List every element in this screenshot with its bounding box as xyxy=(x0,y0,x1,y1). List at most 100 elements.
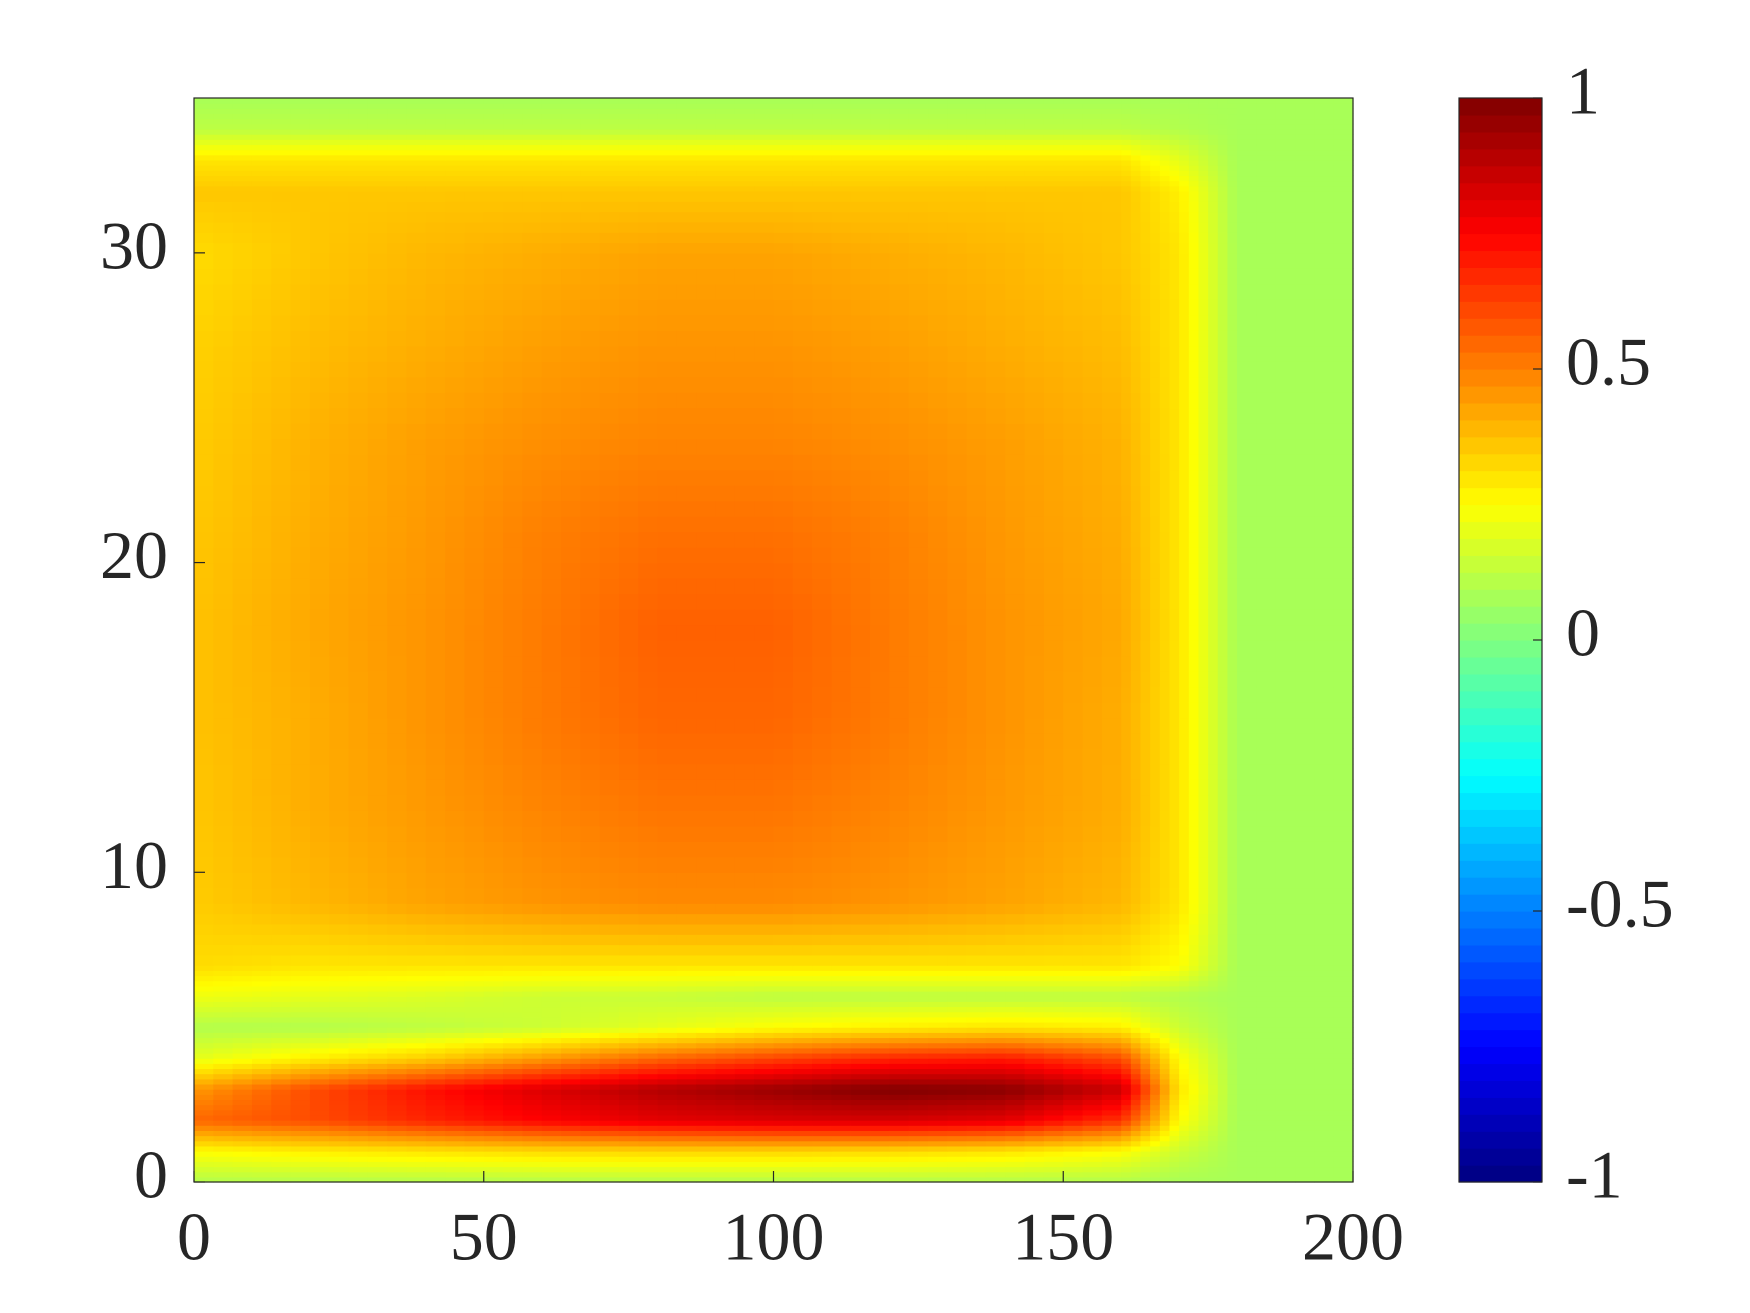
field-cell xyxy=(928,779,948,796)
field-cell xyxy=(812,1135,833,1142)
field-cell xyxy=(676,1145,697,1152)
field-cell xyxy=(213,944,234,956)
field-cell xyxy=(522,970,543,977)
field-cell xyxy=(483,670,504,688)
field-cell xyxy=(1217,655,1229,672)
field-cell xyxy=(1082,1125,1103,1131)
field-cell xyxy=(1130,985,1142,992)
field-cell xyxy=(947,438,968,455)
field-cell xyxy=(638,1089,659,1095)
field-cell xyxy=(773,701,794,719)
field-cell xyxy=(1227,1109,1238,1116)
field-cell xyxy=(580,970,601,977)
field-cell xyxy=(599,748,620,765)
field-cell xyxy=(1140,1176,1151,1183)
field-cell xyxy=(618,547,639,564)
field-cell xyxy=(1150,593,1161,610)
field-cell xyxy=(580,1063,601,1070)
field-cell xyxy=(232,887,253,904)
field-cell xyxy=(1188,856,1200,873)
field-cell xyxy=(232,1166,253,1173)
field-cell xyxy=(1256,609,1277,626)
field-cell xyxy=(1043,1109,1064,1116)
field-cell xyxy=(870,794,890,811)
field-cell xyxy=(734,1078,755,1085)
field-cell xyxy=(870,578,890,595)
field-cell xyxy=(271,655,292,672)
field-cell xyxy=(1005,1001,1026,1008)
field-cell xyxy=(618,1068,639,1075)
field-cell xyxy=(387,1078,408,1085)
field-cell xyxy=(715,872,736,889)
field-cell xyxy=(213,954,234,966)
field-cell xyxy=(1227,1073,1238,1080)
field-cell xyxy=(445,732,466,749)
field-cell xyxy=(445,825,466,842)
field-cell xyxy=(1101,1120,1122,1126)
field-cell xyxy=(1179,1151,1190,1157)
field-cell xyxy=(522,1166,543,1173)
field-cell xyxy=(1179,970,1190,977)
field-cell xyxy=(831,934,852,946)
field-cell xyxy=(889,1099,910,1106)
field-cell xyxy=(812,1037,833,1044)
field-cell xyxy=(831,686,852,703)
field-cell xyxy=(599,1073,620,1080)
field-cell xyxy=(522,923,543,935)
field-cell xyxy=(1179,686,1190,703)
field-cell xyxy=(1159,717,1171,734)
field-cell xyxy=(290,810,311,827)
field-cell xyxy=(290,485,311,502)
field-cell xyxy=(1188,547,1200,564)
field-cell xyxy=(1314,1099,1335,1106)
field-cell xyxy=(696,934,717,946)
field-cell xyxy=(194,1011,214,1018)
field-cell xyxy=(580,825,601,842)
field-cell xyxy=(406,1042,427,1049)
field-cell xyxy=(1101,1161,1122,1168)
field-cell xyxy=(194,1171,214,1178)
field-cell xyxy=(812,1089,833,1095)
field-cell xyxy=(638,1171,659,1178)
field-cell xyxy=(483,872,504,889)
field-cell xyxy=(889,903,910,915)
field-cell xyxy=(618,763,639,780)
field-cell xyxy=(734,944,755,956)
field-cell xyxy=(329,485,350,502)
field-cell xyxy=(1150,624,1161,641)
field-cell xyxy=(464,975,485,982)
field-cell xyxy=(1275,1089,1296,1095)
field-cell xyxy=(1159,1021,1171,1028)
field-cell xyxy=(676,965,697,971)
field-cell xyxy=(966,624,987,641)
field-cell xyxy=(1237,655,1258,672)
field-cell xyxy=(657,701,678,719)
field-cell xyxy=(1227,748,1238,765)
field-cell xyxy=(831,1161,852,1168)
field-cell xyxy=(541,825,562,842)
field-cell xyxy=(812,1166,833,1173)
field-cell xyxy=(715,841,736,858)
field-cell xyxy=(1217,1151,1229,1157)
field-cell xyxy=(657,578,678,595)
field-cell xyxy=(541,500,562,517)
field-cell xyxy=(1169,1099,1180,1106)
field-cell xyxy=(1179,1089,1190,1095)
field-cell xyxy=(1169,748,1180,765)
field-cell xyxy=(831,975,852,982)
field-cell xyxy=(1198,872,1209,889)
field-cell xyxy=(1208,1156,1219,1162)
field-cell xyxy=(1169,624,1180,641)
field-cell xyxy=(1101,531,1122,548)
field-cell xyxy=(928,975,948,982)
field-cell xyxy=(483,1114,504,1121)
field-cell xyxy=(425,1083,446,1090)
field-cell xyxy=(232,454,253,471)
field-cell xyxy=(1150,996,1161,1002)
field-cell xyxy=(657,985,678,992)
field-cell xyxy=(232,1104,253,1111)
field-cell xyxy=(734,794,755,811)
field-cell xyxy=(1159,1099,1171,1106)
field-cell xyxy=(792,841,813,858)
field-cell xyxy=(947,1140,968,1147)
